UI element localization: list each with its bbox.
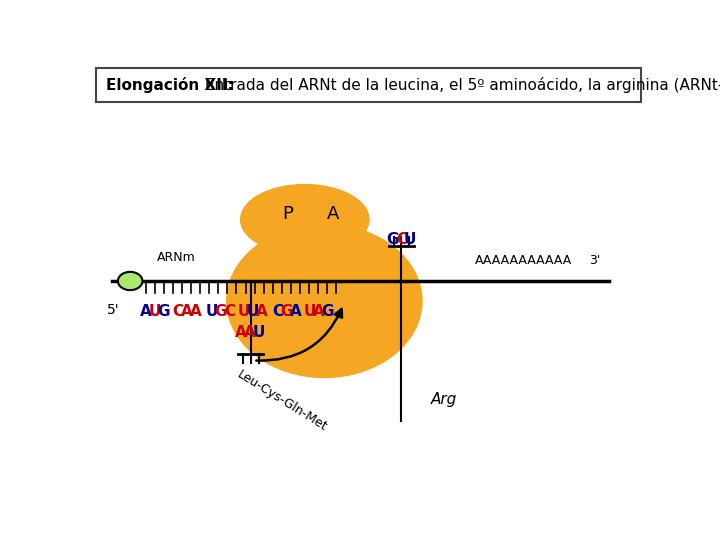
Text: A: A — [313, 304, 325, 319]
Text: U: U — [304, 304, 316, 319]
Text: 5': 5' — [107, 303, 120, 317]
Text: C: C — [396, 232, 407, 247]
Text: A: A — [181, 304, 193, 319]
Text: Arg: Arg — [431, 392, 457, 407]
Text: P: P — [283, 206, 294, 224]
Text: 3': 3' — [590, 254, 600, 267]
Text: A: A — [140, 304, 152, 319]
Text: AAAAAAAAAAA: AAAAAAAAAAA — [475, 254, 572, 267]
Text: G: G — [386, 232, 399, 247]
Text: Entrada del ARNt de la leucina, el 5º aminoácido, la arginina (ARNt-Arg).: Entrada del ARNt de la leucina, el 5º am… — [200, 77, 720, 93]
Text: C: C — [173, 304, 184, 319]
FancyBboxPatch shape — [96, 68, 642, 102]
Text: A: A — [289, 304, 301, 319]
Text: C: C — [272, 304, 283, 319]
Text: A: A — [327, 206, 339, 224]
Text: A: A — [235, 325, 246, 340]
Text: U: U — [247, 304, 259, 319]
Text: Elongación XII:: Elongación XII: — [106, 77, 233, 93]
Text: G: G — [158, 304, 170, 319]
Text: G: G — [280, 304, 292, 319]
Ellipse shape — [240, 185, 369, 254]
Text: C: C — [224, 304, 235, 319]
Text: ARNm: ARNm — [157, 251, 196, 264]
Circle shape — [118, 272, 143, 290]
Text: A: A — [243, 325, 256, 340]
Text: Leu-Cys-Gln-Met: Leu-Cys-Gln-Met — [235, 368, 330, 434]
Text: G: G — [321, 304, 334, 319]
Text: U: U — [404, 232, 416, 247]
Text: U: U — [205, 304, 218, 319]
FancyArrowPatch shape — [256, 309, 342, 361]
Text: U: U — [252, 325, 265, 340]
Text: U: U — [148, 304, 161, 319]
Text: A: A — [190, 304, 202, 319]
Text: U: U — [238, 304, 250, 319]
Text: A: A — [256, 304, 268, 319]
Text: G: G — [215, 304, 227, 319]
Ellipse shape — [227, 225, 422, 377]
